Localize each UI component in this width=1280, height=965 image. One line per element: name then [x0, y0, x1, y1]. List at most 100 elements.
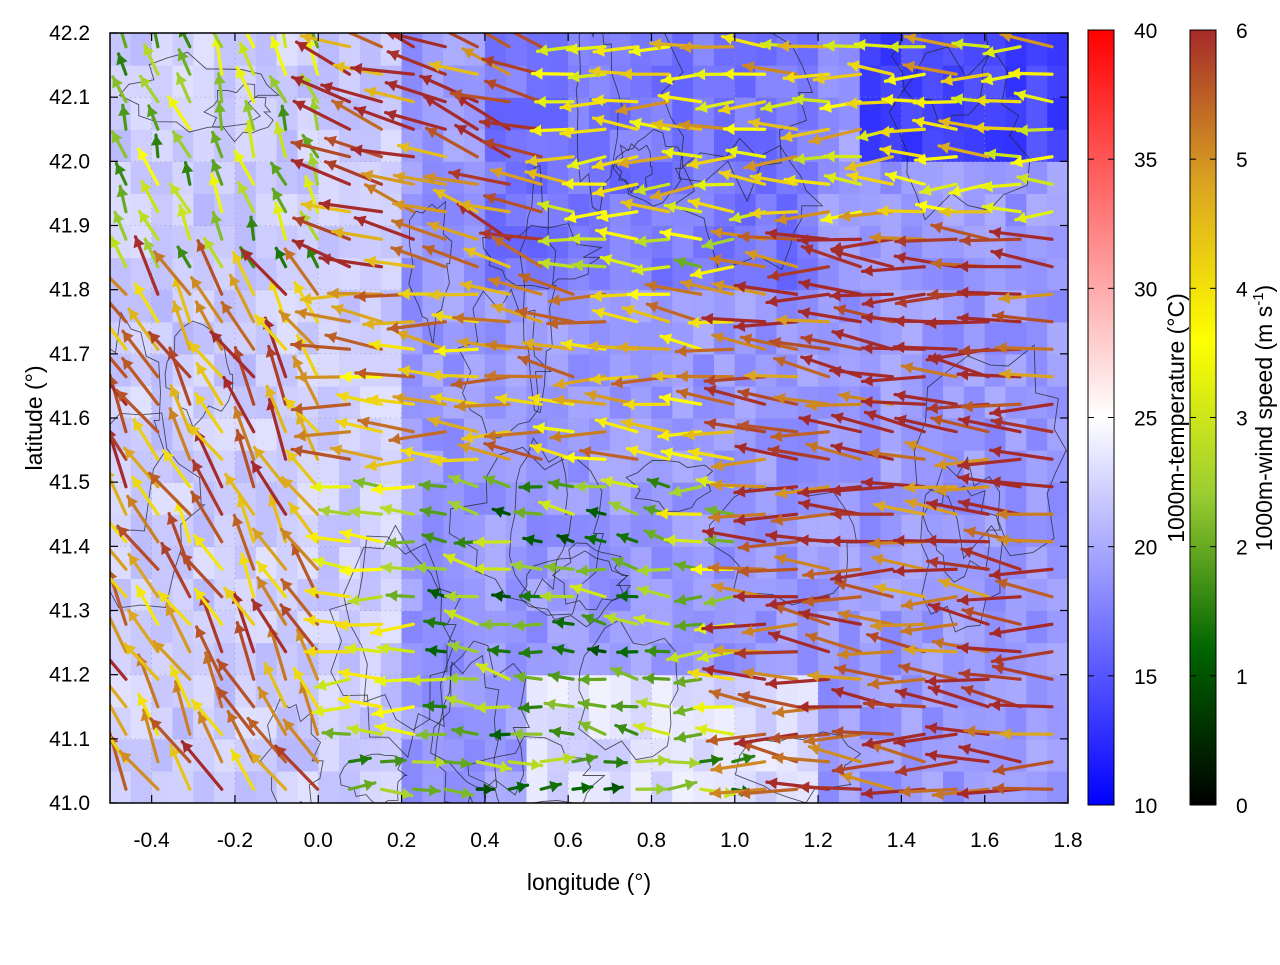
temperature-cell [860, 643, 881, 676]
temperature-cell [485, 675, 506, 708]
temperature-cell [256, 226, 277, 259]
temperature-cell [714, 161, 735, 194]
temperature-cell [881, 354, 902, 387]
temperature-cell [901, 258, 922, 291]
temperature-cell [547, 546, 568, 579]
temperature-cell [1026, 33, 1047, 66]
temperature-cell [735, 290, 756, 323]
temperature-cell [152, 611, 173, 644]
y-tick-label: 41.0 [49, 792, 90, 815]
temperature-cell [1006, 386, 1027, 419]
y-tick-label: 41.4 [49, 535, 90, 558]
temperature-cell [693, 771, 714, 804]
temperature-cell [318, 354, 339, 387]
temperature-cell [589, 707, 610, 740]
temperature-cell [1047, 33, 1068, 66]
x-tick-label: 0.2 [387, 829, 416, 852]
wind-colorbar-tick-label: 4 [1236, 278, 1248, 301]
temperature-cell [131, 771, 152, 804]
temperature-cell [714, 771, 735, 804]
temperature-cell [1026, 386, 1047, 419]
temperature-cell [589, 739, 610, 772]
wind-colorbar-tick-label: 1 [1236, 666, 1248, 689]
x-tick-label: 1.6 [970, 829, 999, 852]
temperature-colorbar-tick-label: 20 [1134, 537, 1157, 560]
temperature-cell [1026, 546, 1047, 579]
temperature-cell [714, 578, 735, 611]
temperature-cell [360, 739, 381, 772]
temperature-cell [693, 33, 714, 66]
temperature-cell [527, 611, 548, 644]
y-tick-label: 41.2 [49, 664, 90, 687]
temperature-cell [464, 611, 485, 644]
temperature-cell [964, 193, 985, 226]
wind-colorbar-tick-label: 6 [1236, 20, 1248, 43]
temperature-cell [1047, 546, 1068, 579]
temperature-cell [964, 739, 985, 772]
temperature-cell [964, 386, 985, 419]
temperature-cell [1026, 97, 1047, 130]
temperature-cell [756, 322, 777, 355]
temperature-cell [1026, 643, 1047, 676]
temperature-cell [631, 739, 652, 772]
temperature-cell [964, 771, 985, 804]
temperature-cell [943, 771, 964, 804]
temperature-cell [881, 33, 902, 66]
temperature-cell [776, 643, 797, 676]
temperature-cell [443, 161, 464, 194]
temperature-cell [318, 771, 339, 804]
temperature-cell [485, 546, 506, 579]
wind-colorbar-tick-label: 0 [1236, 795, 1248, 818]
temperature-cell [464, 739, 485, 772]
temperature-cell [797, 578, 818, 611]
temperature-cell [818, 643, 839, 676]
x-tick-label: 1.0 [720, 829, 749, 852]
temperature-cell [527, 643, 548, 676]
temperature-cell [110, 258, 131, 291]
temperature-cell [693, 546, 714, 579]
temperature-cell [339, 386, 360, 419]
temperature-cell [464, 450, 485, 483]
y-tick-label: 41.6 [49, 407, 90, 430]
temperature-cell [735, 65, 756, 98]
temperature-cell [339, 739, 360, 772]
temperature-colorbar-label: 1000m-temperature (°C) [1163, 293, 1189, 543]
temperature-cell [1026, 418, 1047, 451]
temperature-cell [901, 611, 922, 644]
temperature-cell [402, 258, 423, 291]
temperature-cell [339, 161, 360, 194]
wind-label-end: ) [1251, 285, 1277, 293]
temperature-cell [651, 386, 672, 419]
temperature-cell [860, 578, 881, 611]
x-tick-label: 0.0 [304, 829, 333, 852]
temperature-cell [943, 354, 964, 387]
temperature-cell [318, 739, 339, 772]
temperature-cell [506, 643, 527, 676]
temperature-cell [631, 643, 652, 676]
temperature-cell [672, 226, 693, 259]
temperature-cell [214, 482, 235, 515]
temperature-cell [318, 675, 339, 708]
temperature-cell [1047, 450, 1068, 483]
temperature-cell [1047, 771, 1068, 804]
y-tick-label: 41.7 [49, 343, 90, 366]
temperature-cell [1047, 643, 1068, 676]
x-axis-label: longitude (°) [527, 869, 651, 895]
temperature-cell [1047, 65, 1068, 98]
temperature-cell [402, 739, 423, 772]
temperature-cell [339, 33, 360, 66]
temperature-cell [1047, 418, 1068, 451]
wind-colorbar-tick-label: 2 [1236, 537, 1248, 560]
temperature-cell [1026, 65, 1047, 98]
temperature-cell [547, 65, 568, 98]
temperature-cell [735, 129, 756, 162]
y-tick-label: 42.2 [49, 22, 90, 45]
temperature-cell [797, 161, 818, 194]
temperature-cell [631, 771, 652, 804]
temperature-cell [651, 161, 672, 194]
temperature-cell [651, 546, 672, 579]
wind-colorbar-tick-label: 5 [1236, 149, 1248, 172]
temperature-cell [901, 771, 922, 804]
